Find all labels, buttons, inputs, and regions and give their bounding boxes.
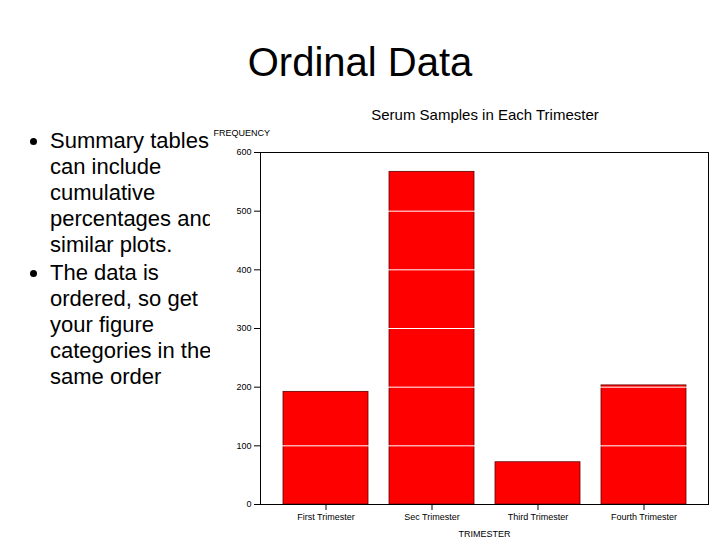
svg-text:Third Trimester: Third Trimester [508,512,569,522]
svg-text:0: 0 [246,499,251,509]
svg-text:100: 100 [236,441,251,451]
svg-text:300: 300 [236,323,251,333]
svg-text:200: 200 [236,382,251,392]
html-text:Serum Samples in Each Trimeste: Serum Samples in Each Trimester [371,106,599,123]
svg-text:500: 500 [236,206,251,216]
svg-text:FREQUENCY: FREQUENCY [214,128,271,138]
svg-text:TRIMESTER: TRIMESTER [458,529,511,539]
svg-text:600: 600 [236,147,251,157]
svg-text:First Trimester: First Trimester [297,512,355,522]
svg-text:Fourth Trimester: Fourth Trimester [611,512,677,522]
svg-text:Sec Trimester: Sec Trimester [404,512,460,522]
html-text:Ordinal Data: Ordinal Data [247,40,473,84]
html-text:The data is ordered, so get yo: The data is ordered, so get your figure … [50,260,212,389]
svg-text:400: 400 [236,265,251,275]
html-text:Summary tables can include cum: Summary tables can include cumulative pe… [50,128,214,257]
